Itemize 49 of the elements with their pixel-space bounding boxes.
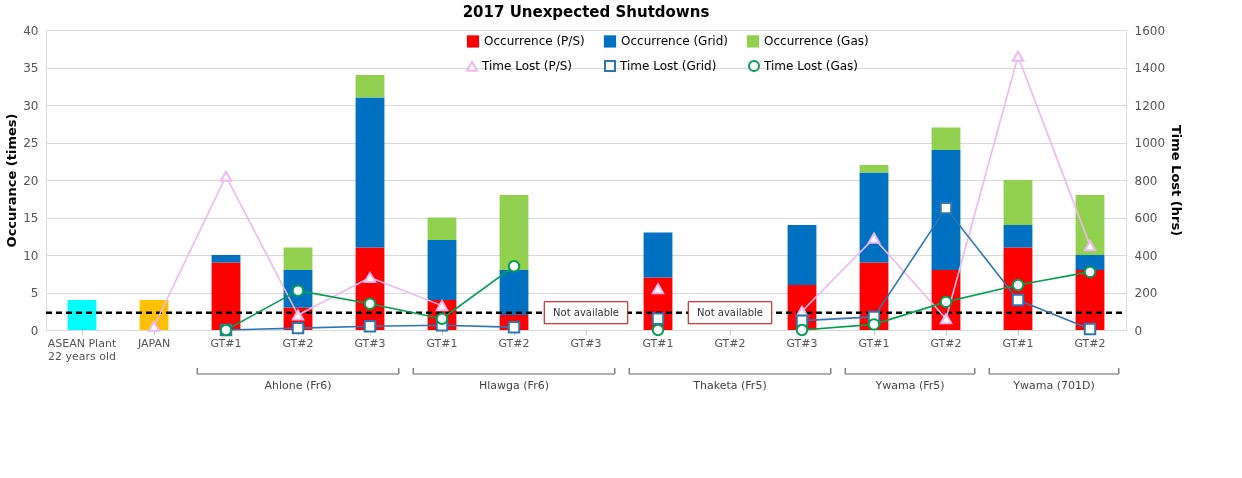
y2-tick-label: 400 bbox=[1134, 248, 1158, 263]
y2-tick-label: 1600 bbox=[1134, 23, 1166, 38]
y-tick-label: 30 bbox=[23, 98, 39, 113]
text: Ahlone (Fr6) bbox=[264, 379, 332, 392]
x-tick-label: GT#2 bbox=[930, 336, 962, 350]
legend-label: Time Lost (Gas) bbox=[763, 59, 859, 73]
chart-title: 2017 Unexpected Shutdowns bbox=[462, 3, 710, 21]
y2-tick-label: 800 bbox=[1134, 173, 1158, 188]
x-tick-label: GT#2 bbox=[282, 336, 314, 350]
x-tick-label: GT#1 bbox=[1002, 336, 1034, 350]
y2-tick-label: 1200 bbox=[1134, 98, 1166, 113]
y2-tick-label: 0 bbox=[1134, 323, 1143, 338]
x-tick-label: JAPAN bbox=[136, 336, 171, 350]
y2-tick-label: 1000 bbox=[1134, 136, 1166, 150]
legend-label: Time Lost (Grid) bbox=[619, 59, 717, 73]
x-tick-label: GT#2 bbox=[1074, 336, 1106, 350]
x-tick-label: GT#3 bbox=[570, 336, 602, 350]
legend-label: Occurrence (Gas) bbox=[764, 34, 869, 49]
y-tick-label: 15 bbox=[23, 211, 39, 225]
y-tick-label: 5 bbox=[30, 286, 39, 300]
text: Ywama (Fr5) bbox=[874, 379, 945, 392]
legend-label: Occurrence (Grid) bbox=[621, 34, 728, 49]
annotation: Not available bbox=[553, 306, 619, 318]
annotation: Not available bbox=[697, 306, 763, 318]
y-axis-title: Occurance (times) bbox=[4, 113, 20, 248]
x-tick-label: GT#3 bbox=[786, 336, 818, 350]
y2-axis-title: Time Lost (hrs) bbox=[1169, 124, 1185, 237]
y2-tick-label: 1400 bbox=[1134, 61, 1166, 75]
x-tick-label: GT#3 bbox=[354, 336, 386, 350]
y2-tick-label: 200 bbox=[1134, 286, 1158, 300]
text: Ywama (701D) bbox=[1012, 379, 1095, 392]
text: Thaketa (Fr5) bbox=[692, 379, 767, 392]
x-tick-label: GT#1 bbox=[858, 336, 890, 350]
y2-tick-label: 600 bbox=[1134, 211, 1158, 225]
y-tick-label: 40 bbox=[23, 23, 39, 38]
text: Hlawga (Fr6) bbox=[479, 379, 549, 392]
x-tick-label: GT#1 bbox=[210, 336, 242, 350]
x-tick-label: GT#2 bbox=[498, 336, 530, 350]
y-tick-label: 25 bbox=[23, 136, 39, 150]
y-tick-label: 20 bbox=[23, 173, 39, 188]
y-tick-label: 35 bbox=[23, 61, 39, 75]
y-tick-label: 10 bbox=[23, 248, 39, 263]
legend-label: Time Lost (P/S) bbox=[481, 59, 573, 74]
x-tick-label: GT#2 bbox=[714, 336, 746, 350]
y-tick-label: 0 bbox=[30, 323, 39, 338]
x-tick-label: GT#1 bbox=[642, 336, 674, 350]
x-tick-label: ASEAN Plant 22 years old bbox=[47, 336, 117, 363]
legend-label: Occurrence (P/S) bbox=[484, 34, 585, 49]
x-tick-label: GT#1 bbox=[426, 336, 458, 350]
